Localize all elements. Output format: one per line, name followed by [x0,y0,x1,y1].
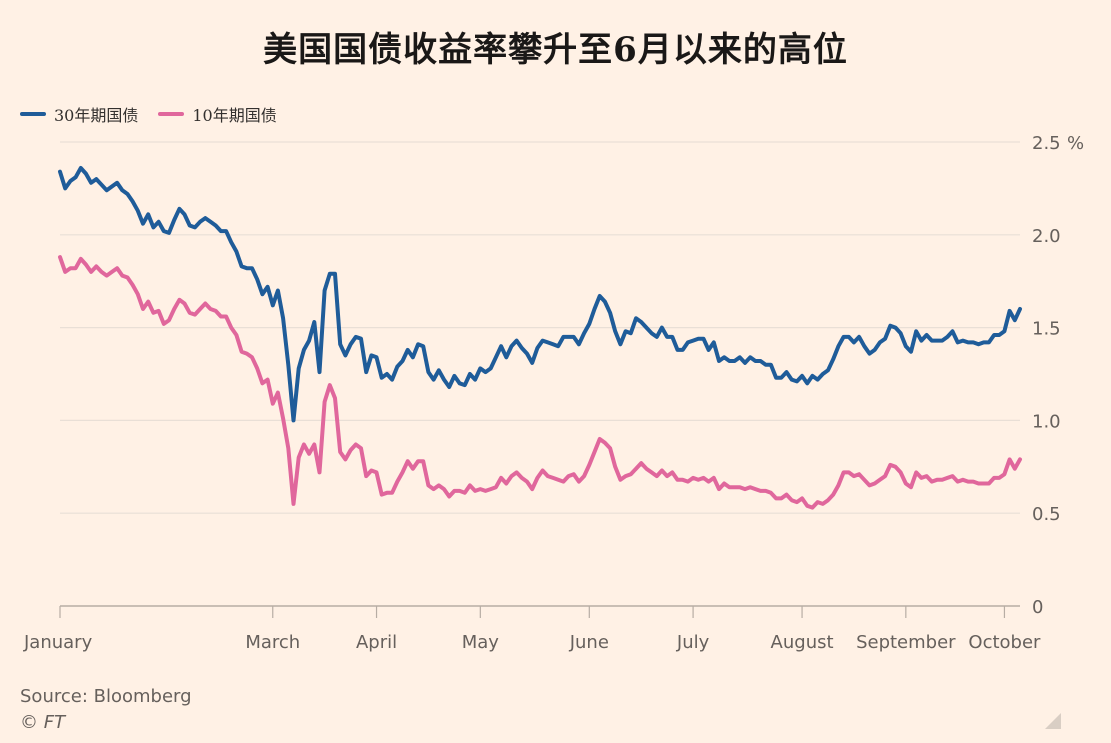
legend-item-10y: 10年期国债 [158,102,277,126]
y-tick-label: 0.5 [1032,504,1061,525]
legend-label-10y: 10年期国债 [192,106,277,125]
y-unit-label: % [1067,133,1084,154]
legend-label-30y: 30年期国债 [54,106,139,125]
y-tick-label: 1.5 [1032,319,1061,340]
x-tick-label: April [356,632,397,653]
corner-mark-icon [1045,713,1061,729]
x-axis: January March April May June July August Septem… [23,606,1041,653]
x-tick-label: January [23,632,93,653]
series-line-10y [58,255,1022,510]
source-note: Source: Bloomberg [20,686,192,707]
x-tick-label: March [245,632,300,653]
legend-swatch-10y [158,112,185,116]
chart-title: 美国国债收益率攀升至6月以来的高位 [263,30,848,70]
x-tick-label: May [462,632,500,653]
grid-lines [60,141,1020,607]
legend-item-30y: 30年期国债 [20,102,138,126]
y-tick-label: 2.5 [1032,133,1061,154]
x-tick-label: October [968,632,1041,653]
y-tick-label: 1.0 [1032,411,1061,432]
y-tick-label: 0 [1032,597,1043,618]
series-line-30y [58,166,1022,423]
x-tick-label: September [856,632,956,653]
y-tick-label: 2.0 [1032,226,1061,247]
legend: 30年期国债 10年期国债 [20,102,297,126]
x-tick-label: August [771,632,834,653]
legend-swatch-30y [20,112,46,116]
x-tick-label: June [569,632,609,653]
y-axis: 0 0.5 1.0 1.5 2.0 2.5% [1032,133,1084,618]
series-lines [58,166,1022,510]
copyright-note: © FT [20,712,66,733]
x-tick-label: July [676,632,710,653]
